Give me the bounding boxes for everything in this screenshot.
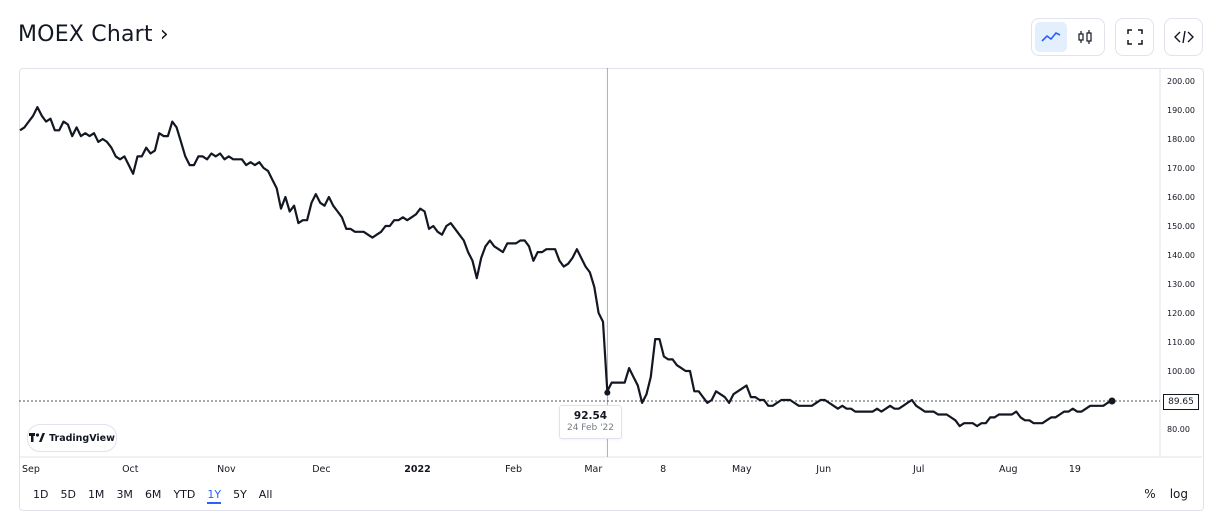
x-tick-label: 8 xyxy=(660,464,666,475)
range-button-1m[interactable]: 1M xyxy=(87,488,105,501)
candles-icon xyxy=(1078,30,1092,44)
tradingview-watermark[interactable]: TradingView xyxy=(27,424,117,452)
last-price-point xyxy=(1108,397,1116,405)
tradingview-label: TradingView xyxy=(49,432,115,444)
line-chart-icon xyxy=(1041,32,1061,42)
y-tick-label: 160.00 xyxy=(1167,193,1195,202)
y-tick-label: 140.00 xyxy=(1167,251,1195,260)
highlight-point xyxy=(604,389,611,396)
x-tick-label: 2022 xyxy=(404,464,430,475)
scale-options: % log xyxy=(1144,487,1188,501)
range-button-3m[interactable]: 3M xyxy=(116,488,133,501)
x-tick-label: Jun xyxy=(815,464,831,475)
tooltip-value: 92.54 xyxy=(573,410,608,422)
price-chart[interactable]: 200.00 190.00 180.00 170.00 160.00 150.00 140.… xyxy=(19,68,1202,478)
range-button-all[interactable]: All xyxy=(258,488,273,501)
x-tick-label: Dec xyxy=(312,464,330,475)
y-tick-label: 120.00 xyxy=(1167,309,1195,318)
chart-panel xyxy=(19,68,1204,511)
fullscreen-icon xyxy=(1126,29,1143,45)
range-bar: 1D 5D 1M 3M 6M YTD 1Y 5Y All % log xyxy=(19,479,1202,509)
x-tick-label: 19 xyxy=(1069,464,1081,475)
fullscreen-button[interactable] xyxy=(1115,18,1154,56)
y-tick-label: 80.00 xyxy=(1167,425,1190,434)
y-tick-label: 200.00 xyxy=(1167,77,1195,86)
crosshair-tooltip: 92.54 24 Feb '22 xyxy=(559,405,622,439)
x-tick-label: Aug xyxy=(999,464,1018,475)
x-tick-label: Feb xyxy=(505,464,522,475)
candles-button[interactable] xyxy=(1069,22,1101,52)
price-series-line[interactable] xyxy=(19,106,1113,428)
range-button-5y[interactable]: 5Y xyxy=(233,488,247,501)
code-icon xyxy=(1173,30,1194,44)
y-tick-label: 190.00 xyxy=(1167,106,1195,115)
range-selector: 1D 5D 1M 3M 6M YTD 1Y 5Y All xyxy=(33,488,284,504)
range-button-6m[interactable]: 6M xyxy=(144,488,162,501)
y-tick-label: 150.00 xyxy=(1167,222,1195,231)
range-button-1d[interactable]: 1D xyxy=(33,488,49,501)
percent-scale-toggle[interactable]: % xyxy=(1144,487,1156,501)
y-tick-label: 130.00 xyxy=(1167,280,1195,289)
y-tick-label: 100.00 xyxy=(1167,367,1195,376)
x-tick-label: May xyxy=(732,464,752,475)
embed-code-button[interactable] xyxy=(1164,18,1203,56)
tooltip-date: 24 Feb '22 xyxy=(566,423,615,433)
line-chart-button[interactable] xyxy=(1035,22,1067,52)
last-price-label: 89.65 xyxy=(1163,394,1199,410)
chart-toolbar xyxy=(1031,18,1203,56)
chart-type-group xyxy=(1031,18,1105,56)
page-title[interactable]: MOEX Chart › xyxy=(18,22,169,47)
log-scale-toggle[interactable]: log xyxy=(1169,487,1188,501)
tradingview-logo-icon xyxy=(29,433,46,442)
y-tick-label: 170.00 xyxy=(1167,164,1195,173)
y-tick-label: 180.00 xyxy=(1167,135,1195,144)
x-tick-label: Jul xyxy=(912,464,924,475)
range-button-5d[interactable]: 5D xyxy=(60,488,76,501)
range-button-ytd[interactable]: YTD xyxy=(173,488,196,501)
x-tick-label: Mar xyxy=(584,464,602,475)
x-tick-label: Nov xyxy=(217,464,236,475)
x-tick-label: Sep xyxy=(22,464,40,475)
x-tick-label: Oct xyxy=(122,464,139,475)
y-tick-label: 110.00 xyxy=(1167,338,1195,347)
range-button-1y[interactable]: 1Y xyxy=(207,488,222,504)
